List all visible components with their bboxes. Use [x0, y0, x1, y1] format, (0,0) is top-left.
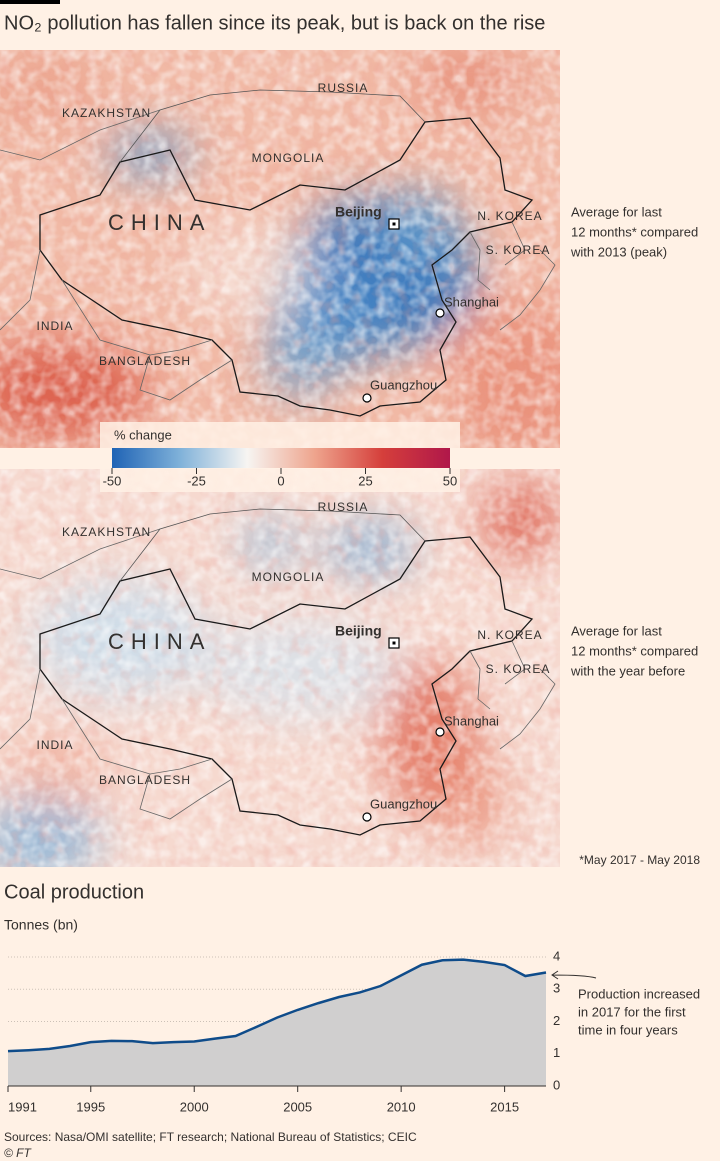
scale-tick-label: -25 — [187, 473, 206, 488]
sources: Sources: Nasa/OMI satellite; FT research… — [4, 1130, 417, 1144]
map-note: Average for last — [571, 204, 662, 219]
map-speckle — [0, 50, 560, 448]
shanghai-marker — [435, 308, 445, 318]
scale-bar — [112, 448, 450, 468]
map-label: INDIA — [36, 738, 73, 752]
page-title: NO₂ pollution has fallen since its peak,… — [4, 12, 545, 34]
annotation: time in four years — [578, 1022, 678, 1037]
map-label: BANGLADESH — [99, 354, 191, 368]
shanghai-marker — [435, 727, 445, 737]
map-label: N. KOREA — [477, 209, 542, 223]
map-note: with 2013 (peak) — [570, 244, 667, 259]
map: KAZAKHSTAN RUSSIA MONGOLIA CHINA Beijing N. K… — [0, 469, 698, 867]
y-axis-label: Tonnes (bn) — [4, 917, 78, 933]
credit: © FT — [4, 1146, 33, 1160]
map-label: Shanghai — [444, 713, 499, 728]
map-label: INDIA — [36, 319, 73, 333]
beijing-dot — [392, 222, 396, 226]
map: KAZAKHSTAN RUSSIA MONGOLIA CHINA Beijing N. K… — [0, 50, 698, 448]
map-label: RUSSIA — [318, 500, 369, 514]
annotation-arrow — [551, 970, 597, 980]
map-label: RUSSIA — [318, 81, 369, 95]
map-label: N. KOREA — [477, 628, 542, 642]
x-tick-label: 1995 — [76, 1099, 105, 1114]
map-label: BANGLADESH — [99, 773, 191, 787]
map-label: KAZAKHSTAN — [62, 525, 151, 539]
line — [7, 958, 547, 1053]
scale-tick-label: 0 — [277, 473, 284, 488]
map-label: Shanghai — [444, 294, 499, 309]
map-label: CHINA — [108, 210, 211, 235]
annotation: Production increased — [578, 986, 700, 1001]
y-tick-label: 1 — [553, 1045, 560, 1060]
y-tick-label: 4 — [553, 948, 560, 963]
y-tick-label: 2 — [553, 1013, 560, 1028]
map-label: Guangzhou — [370, 377, 437, 392]
map-speckle — [0, 469, 560, 867]
chart-title: Coal production — [4, 881, 144, 903]
map-note: with the year before — [570, 663, 685, 678]
maps: KAZAKHSTAN RUSSIA MONGOLIA CHINA Beijing N. K… — [0, 50, 698, 867]
coal-chart: Coal production Tonnes (bn) 0 1 2 3 4 1991 1995 2… — [4, 881, 700, 1114]
area-fill — [8, 959, 546, 1086]
map-label: Guangzhou — [370, 796, 437, 811]
beijing-dot — [392, 641, 396, 645]
map-label: S. KOREA — [486, 243, 551, 257]
map-note: 12 months* compared — [571, 643, 698, 658]
x-tick-label: 2000 — [180, 1099, 209, 1114]
annotation: in 2017 for the first — [578, 1004, 686, 1019]
color-scale: % change -50 -25 0 25 50 — [100, 422, 460, 492]
x-tick-label: 2015 — [490, 1099, 519, 1114]
map-label: MONGOLIA — [252, 151, 325, 165]
map-label: KAZAKHSTAN — [62, 106, 151, 120]
scale-tick-label: 25 — [358, 473, 372, 488]
map-raster — [0, 469, 560, 867]
x-tick-label: 1991 — [8, 1099, 37, 1114]
y-tick-label: 3 — [553, 981, 560, 996]
map-label: Beijing — [335, 623, 382, 639]
x-tick-label: 2005 — [283, 1099, 312, 1114]
map-label: MONGOLIA — [252, 570, 325, 584]
map-note: 12 months* compared — [571, 224, 698, 239]
x-tick-label: 2010 — [387, 1099, 416, 1114]
brand-bar — [0, 0, 60, 4]
scale-title: % change — [114, 427, 172, 442]
guangzhou-marker — [362, 812, 372, 822]
map-label: CHINA — [108, 629, 211, 654]
footnote: *May 2017 - May 2018 — [579, 853, 700, 867]
y-tick-label: 0 — [553, 1077, 560, 1092]
guangzhou-marker — [362, 393, 372, 403]
map-label: S. KOREA — [486, 662, 551, 676]
scale-tick-label: 50 — [443, 473, 457, 488]
map-label: Beijing — [335, 204, 382, 220]
map-raster — [0, 50, 560, 448]
scale-tick-label: -50 — [103, 473, 122, 488]
map-note: Average for last — [571, 623, 662, 638]
